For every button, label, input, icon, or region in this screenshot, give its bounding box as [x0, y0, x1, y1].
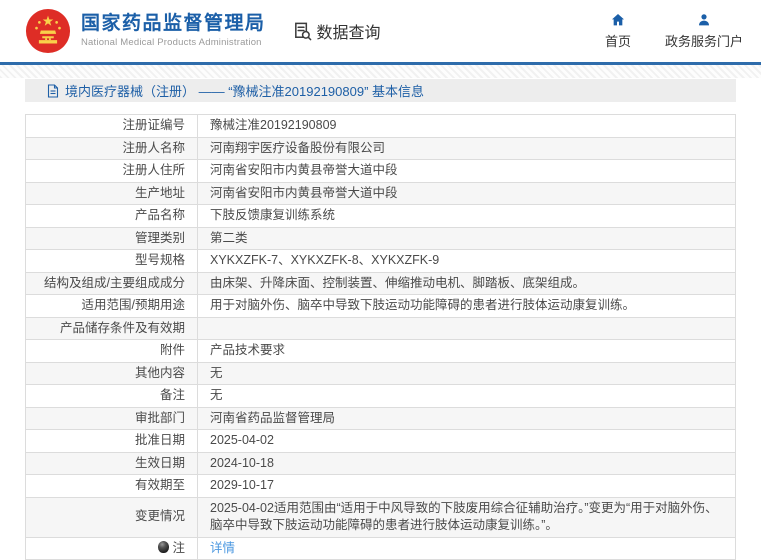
field-label: 变更情况	[25, 496, 198, 538]
org-name: 国家药品监督管理局	[81, 12, 266, 34]
table-row: 管理类别 第二类	[25, 226, 736, 250]
field-value: 河南省安阳市内黄县帝誉大道中段	[197, 181, 736, 205]
field-value: 产品技术要求	[197, 339, 736, 363]
field-value: 无	[197, 361, 736, 385]
table-row: 生产地址 河南省安阳市内黄县帝誉大道中段	[25, 181, 736, 205]
field-label: 附件	[25, 339, 198, 363]
data-query-label: 数据查询	[316, 25, 381, 42]
table-row: 生效日期 2024-10-18	[25, 451, 736, 475]
field-value: 用于对脑外伤、脑卒中导致下肢运动功能障碍的患者进行肢体运动康复训练。	[197, 294, 736, 318]
table-row: 备注无	[25, 384, 736, 408]
nav-home[interactable]: 首页	[605, 12, 631, 50]
field-label: 适用范围/预期用途	[25, 294, 198, 318]
info-table-body: 注册证编号 豫械注准20192190809 注册人名称 河南翔宇医疗设备股份有限公司注…	[25, 114, 736, 560]
field-label: 结构及组成/主要组成成分	[25, 271, 198, 295]
field-label: 其他内容	[25, 361, 198, 385]
field-value: 河南省药品监督管理局	[197, 406, 736, 430]
table-row: 注册证编号 豫械注准20192190809	[25, 114, 736, 138]
field-value: 由床架、升降床面、控制装置、伸缩推动电机、脚踏板、底架组成。	[197, 271, 736, 295]
table-row: 注册人名称 河南翔宇医疗设备股份有限公司	[25, 136, 736, 160]
header-divider	[0, 62, 761, 65]
table-row: 审批部门 河南省药品监督管理局	[25, 406, 736, 430]
field-value	[197, 316, 736, 340]
field-value: 河南翔宇医疗设备股份有限公司	[197, 136, 736, 160]
table-row: 适用范围/预期用途 用于对脑外伤、脑卒中导致下肢运动功能障碍的患者进行肢体运动康复…	[25, 294, 736, 318]
table-row: 批准日期 2025-04-02	[25, 429, 736, 453]
nav-government-portal[interactable]: 政务服务门户	[665, 12, 743, 50]
decorative-band	[0, 65, 761, 78]
field-label: 注册人住所	[25, 159, 198, 183]
data-query-icon	[294, 22, 311, 40]
table-row: 附件 产品技术要求	[25, 339, 736, 363]
table-row: 型号规格 XYKXZFK-7、XYKXZFK-8、XYKXZFK-9	[25, 249, 736, 273]
org-name-english: National Medical Products Administration	[81, 36, 262, 48]
field-label: 型号规格	[25, 249, 198, 273]
details-link[interactable]: 详情	[210, 540, 236, 555]
table-row: 结构及组成/主要组成成分 由床架、升降床面、控制装置、伸缩推动电机、脚踏板、底架组…	[25, 271, 736, 295]
field-value: 2024-10-18	[197, 451, 736, 475]
document-icon	[47, 83, 59, 98]
field-label: 管理类别	[25, 226, 198, 250]
breadcrumb-text: 境内医疗器械（注册） —— “豫械注准20192190809” 基本信息	[65, 84, 425, 99]
field-label: 产品储存条件及有效期	[25, 316, 198, 340]
field-value: 2025-04-02适用范围由“适用于中风导致的下肢废用综合征辅助治疗。”变更为…	[197, 496, 736, 538]
table-row: 产品储存条件及有效期	[25, 316, 736, 340]
nav-home-label: 首页	[604, 34, 631, 49]
nav-portal-label: 政务服务门户	[664, 34, 743, 49]
table-row: 其他内容无	[25, 361, 736, 385]
field-label: 批准日期	[25, 429, 198, 453]
field-label: 产品名称	[25, 204, 198, 228]
national-emblem-logo	[25, 8, 71, 54]
field-label: 生产地址	[25, 181, 198, 205]
table-row: 变更情况 2025-04-02适用范围由“适用于中风导致的下肢废用综合征辅助治疗。…	[25, 496, 736, 538]
field-label: 注册证编号	[25, 114, 198, 138]
note-icon	[158, 540, 170, 553]
field-label: 有效期至	[25, 474, 198, 498]
main-content: 境内医疗器械（注册） —— “豫械注准20192190809” 基本信息 注册证…	[0, 78, 761, 560]
field-value: 2029-10-17	[197, 474, 736, 498]
field-value: 无	[197, 384, 736, 408]
info-table: 注册证编号 豫械注准20192190809 注册人名称 河南翔宇医疗设备股份有限公司注…	[25, 114, 736, 560]
table-row: 注详情	[25, 536, 736, 560]
field-value: 豫械注准20192190809	[197, 114, 736, 138]
table-row: 产品名称 下肢反馈康复训练系统	[25, 204, 736, 228]
data-query-tab[interactable]: 数据查询	[292, 19, 381, 43]
field-label: 注册人名称	[25, 136, 198, 160]
site-header: 国家药品监督管理局 National Medical Products Admi…	[0, 0, 761, 62]
field-value: 下肢反馈康复训练系统	[197, 204, 736, 228]
field-label: 生效日期	[25, 451, 198, 475]
field-label: 审批部门	[25, 406, 198, 430]
home-icon	[611, 14, 624, 26]
site-title-block: 国家药品监督管理局 National Medical Products Admi…	[81, 12, 266, 48]
field-value: 详情	[197, 536, 736, 560]
user-icon	[698, 14, 709, 26]
field-label: 注	[25, 536, 198, 560]
field-value: 第二类	[197, 226, 736, 250]
field-value: 河南省安阳市内黄县帝誉大道中段	[197, 159, 736, 183]
field-label: 备注	[25, 384, 198, 408]
table-row: 有效期至 2029-10-17	[25, 474, 736, 498]
table-row: 注册人住所 河南省安阳市内黄县帝誉大道中段	[25, 159, 736, 183]
field-value: XYKXZFK-7、XYKXZFK-8、XYKXZFK-9	[197, 249, 736, 273]
field-value: 2025-04-02	[197, 429, 736, 453]
breadcrumb: 境内医疗器械（注册） —— “豫械注准20192190809” 基本信息	[25, 79, 736, 102]
